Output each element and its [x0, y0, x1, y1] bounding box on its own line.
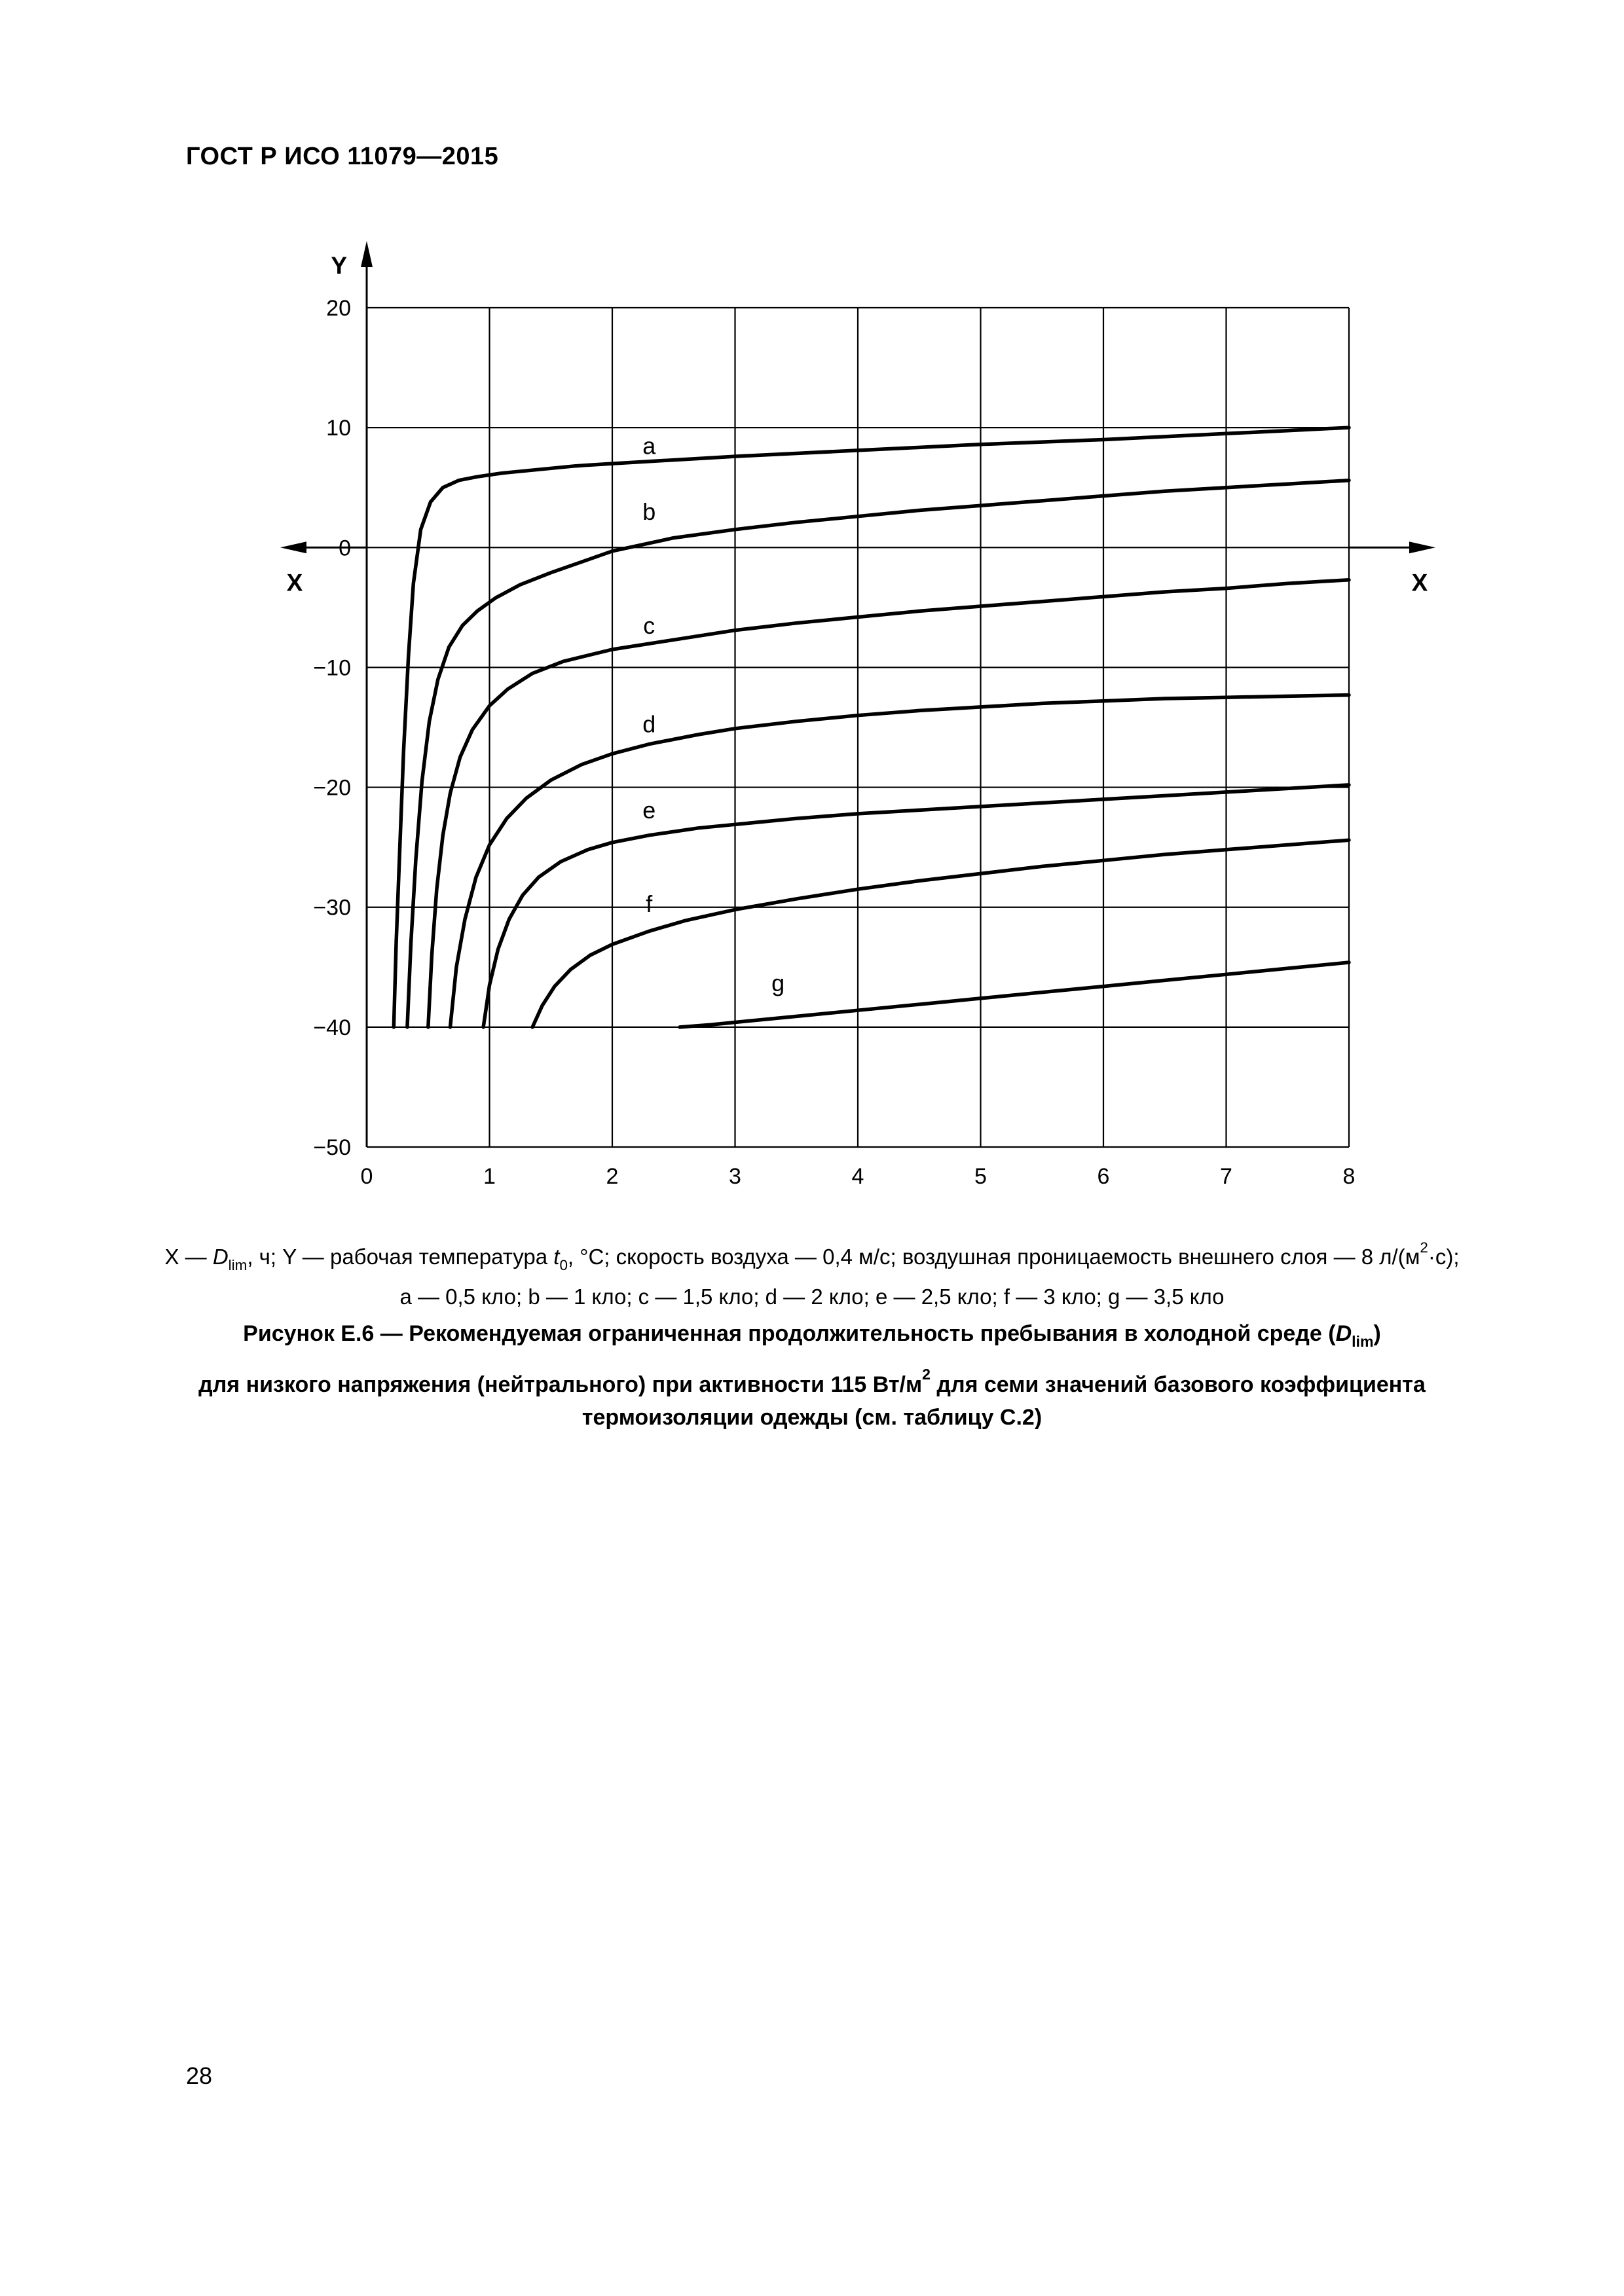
y-tick-label: −30 — [313, 896, 351, 920]
y-tick-label: 20 — [326, 296, 351, 321]
page-number: 28 — [186, 2062, 213, 2089]
curve-g — [678, 960, 1351, 1029]
x-tick-label: 4 — [852, 1164, 864, 1189]
figure-title-text: для низкого напряжения (нейтрального) пр… — [198, 1372, 923, 1397]
curve-d — [448, 693, 1351, 1029]
curve-label-b: b — [642, 498, 655, 525]
legend-text: X — — [164, 1245, 213, 1269]
figure-title-line2: для низкого напряжения (нейтрального) пр… — [0, 1358, 1624, 1401]
legend-symbol-D: D — [212, 1245, 229, 1269]
y-tick-label: 10 — [326, 416, 351, 441]
figure-axis-legend: X — Dlim, ч; Y — рабочая температура t0,… — [0, 1232, 1624, 1313]
x-tick-label: 3 — [729, 1164, 741, 1189]
legend-symbol-t: t — [553, 1245, 560, 1269]
curve-label-a: a — [642, 432, 656, 459]
figure-axis-legend-line1: X — Dlim, ч; Y — рабочая температура t0,… — [0, 1232, 1624, 1281]
y-tick-label: −50 — [313, 1135, 351, 1160]
legend-text: , °С; скорость воздуха — 0,4 м/с; воздуш… — [567, 1245, 1420, 1269]
curve-e — [481, 783, 1351, 1029]
document-header: ГОСТ Р ИСО 11079—2015 — [186, 143, 499, 170]
curve-a — [392, 426, 1351, 1029]
curve-c — [426, 577, 1351, 1029]
curve-label-d: d — [642, 710, 655, 737]
x-axis-arrowhead-right — [1409, 541, 1435, 554]
x-tick-label: 0 — [361, 1164, 373, 1189]
x-tick-label: 6 — [1098, 1164, 1110, 1189]
figure-title-superscript-2: 2 — [922, 1366, 931, 1383]
figure-title: Рисунок Е.6 — Рекомендуемая ограниченная… — [0, 1317, 1624, 1434]
legend-text: ·с); — [1428, 1245, 1460, 1269]
figure-title-text: ) — [1373, 1321, 1381, 1346]
y-tick-label: −20 — [313, 776, 351, 801]
curve-label-f: f — [646, 890, 653, 917]
legend-text: , ч; Y — рабочая температура — [247, 1245, 554, 1269]
figure-title-subscript-lim: lim — [1352, 1333, 1374, 1350]
figure-title-line3: термоизоляции одежды (см. таблицу С.2) — [581, 1405, 1043, 1430]
x-tick-label: 5 — [974, 1164, 987, 1189]
curve-f — [530, 838, 1351, 1029]
y-tick-label: −10 — [313, 655, 351, 680]
x-axis-title-left: X — [287, 569, 303, 596]
legend-superscript-2: 2 — [1420, 1239, 1428, 1256]
curve-label-g: g — [771, 970, 784, 996]
legend-subscript-lim: lim — [228, 1256, 248, 1273]
x-tick-label: 7 — [1220, 1164, 1232, 1189]
y-axis-arrowhead — [361, 241, 373, 267]
figure-e6-chart: Y X X 20 10 0 −10 −20 −30 −40 −50 0 1 2 3 4 5 6 7 8 a b c d e f g — [280, 241, 1435, 1189]
y-tick-label: −40 — [313, 1015, 351, 1040]
figure-title-symbol-D: D — [1335, 1321, 1352, 1346]
x-tick-label: 8 — [1343, 1164, 1356, 1189]
figure-title-text: Рисунок Е.6 — Рекомендуемая ограниченная… — [243, 1321, 1336, 1346]
figure-axis-legend-line2: а — 0,5 кло; b — 1 кло; с — 1,5 кло; d —… — [399, 1284, 1225, 1309]
y-axis-title: Y — [331, 252, 347, 279]
y-tick-label: 0 — [339, 536, 351, 560]
curve-label-c: c — [643, 612, 655, 639]
x-tick-label: 2 — [606, 1164, 619, 1189]
x-axis-arrowhead-left — [280, 541, 306, 554]
x-axis-title-right: X — [1412, 569, 1428, 596]
legend-subscript-0: 0 — [559, 1256, 568, 1273]
x-tick-label: 1 — [483, 1164, 496, 1189]
figure-title-text: для семи значений базового коэффициента — [930, 1372, 1426, 1397]
curve-b — [405, 478, 1351, 1029]
figure-title-line1: Рисунок Е.6 — Рекомендуемая ограниченная… — [0, 1317, 1624, 1358]
curve-label-e: e — [642, 797, 655, 824]
